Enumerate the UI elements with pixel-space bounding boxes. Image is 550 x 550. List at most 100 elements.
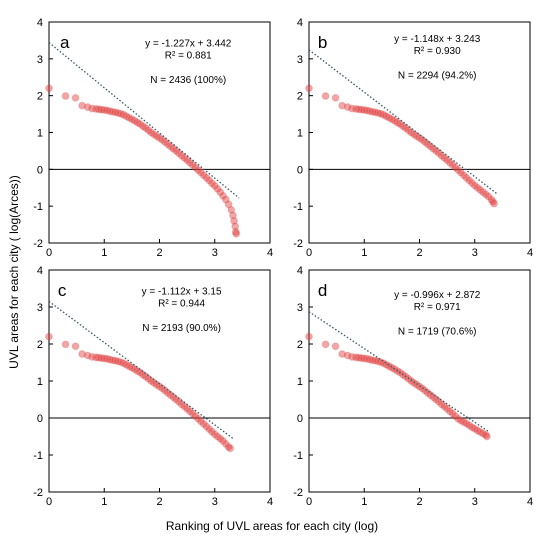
data-point bbox=[92, 105, 100, 113]
panel-letter: d bbox=[318, 281, 327, 300]
x-axis-title: Ranking of UVL areas for each city (log) bbox=[166, 519, 378, 533]
data-point bbox=[183, 156, 192, 165]
data-point bbox=[111, 356, 120, 365]
data-point bbox=[368, 107, 377, 116]
data-point bbox=[180, 402, 189, 411]
y-tick-label: 2 bbox=[37, 339, 43, 351]
y-tick-label: 0 bbox=[297, 413, 303, 425]
data-point bbox=[371, 356, 380, 365]
y-tick-label: -1 bbox=[33, 450, 43, 462]
data-point bbox=[390, 116, 399, 125]
data-point bbox=[432, 147, 440, 155]
data-point bbox=[390, 365, 399, 374]
y-tick-label: 2 bbox=[37, 91, 43, 103]
data-point bbox=[445, 158, 454, 167]
data-point bbox=[219, 437, 227, 445]
data-point bbox=[92, 353, 100, 362]
data-point bbox=[331, 93, 340, 102]
data-point bbox=[213, 184, 222, 193]
r-squared: R² = 0.944 bbox=[158, 299, 205, 310]
panel-letter: b bbox=[318, 33, 327, 52]
data-point bbox=[116, 109, 125, 118]
x-tick-label: 1 bbox=[361, 496, 367, 508]
data-point bbox=[122, 112, 131, 121]
data-point bbox=[457, 416, 465, 425]
data-point bbox=[451, 412, 460, 421]
data-point bbox=[459, 418, 468, 426]
data-point bbox=[45, 84, 53, 93]
data-point bbox=[188, 161, 197, 169]
data-point bbox=[197, 168, 205, 177]
x-tick-label: 3 bbox=[212, 247, 218, 259]
data-point bbox=[97, 105, 106, 114]
x-tick-label: 4 bbox=[267, 496, 273, 508]
data-point bbox=[410, 378, 418, 387]
regression-equation: y = -1.227x + 3.442 bbox=[145, 38, 232, 49]
data-point bbox=[161, 138, 169, 146]
data-point bbox=[83, 103, 92, 111]
data-point bbox=[188, 409, 197, 418]
data-point bbox=[125, 362, 134, 371]
data-point bbox=[454, 414, 463, 423]
data-point bbox=[443, 404, 452, 413]
data-point bbox=[407, 128, 416, 137]
data-point bbox=[374, 109, 382, 117]
data-point bbox=[114, 357, 122, 366]
data-point bbox=[382, 360, 391, 369]
sample-size: N = 2436 (100%) bbox=[150, 75, 226, 86]
trend-line bbox=[308, 49, 498, 195]
data-point bbox=[448, 409, 457, 418]
sample-size: N = 2193 (90.0%) bbox=[142, 323, 221, 334]
data-point bbox=[489, 197, 497, 206]
data-point bbox=[434, 149, 443, 158]
data-point bbox=[343, 351, 352, 360]
data-point bbox=[470, 181, 479, 190]
data-point bbox=[216, 434, 225, 443]
data-point bbox=[197, 417, 205, 426]
data-point bbox=[100, 106, 109, 114]
data-point bbox=[423, 388, 432, 397]
sample-size: N = 2294 (94.2%) bbox=[398, 70, 477, 81]
data-point bbox=[440, 154, 449, 162]
y-tick-label: 4 bbox=[297, 17, 303, 29]
data-point bbox=[368, 356, 377, 365]
data-point bbox=[415, 382, 424, 391]
x-tick-label: 3 bbox=[212, 496, 218, 508]
data-point bbox=[451, 163, 460, 172]
data-point bbox=[191, 163, 200, 172]
y-tick-label: 1 bbox=[297, 376, 303, 388]
data-point bbox=[202, 422, 211, 431]
data-point bbox=[473, 183, 482, 192]
y-tick-label: 1 bbox=[297, 128, 303, 140]
y-axis-title: UVL areas for each city ( log(Arces)) bbox=[7, 175, 21, 369]
trend-line bbox=[48, 42, 240, 199]
data-point bbox=[155, 134, 164, 142]
regression-equation: y = -0.996x + 2.872 bbox=[394, 290, 481, 301]
x-tick-label: 2 bbox=[156, 247, 162, 259]
data-point bbox=[396, 120, 405, 128]
data-point bbox=[348, 353, 356, 361]
data-point bbox=[122, 360, 131, 369]
data-point bbox=[437, 151, 446, 160]
data-point bbox=[71, 93, 80, 102]
data-point bbox=[216, 188, 225, 197]
data-point bbox=[229, 211, 237, 220]
data-point bbox=[45, 332, 53, 341]
data-point bbox=[144, 126, 153, 135]
data-point bbox=[232, 229, 241, 238]
data-point bbox=[208, 179, 216, 188]
data-point bbox=[399, 122, 407, 131]
data-point bbox=[365, 355, 374, 364]
data-point bbox=[227, 205, 236, 214]
y-tick-label: 3 bbox=[297, 302, 303, 314]
x-tick-label: 2 bbox=[156, 496, 162, 508]
data-point bbox=[210, 182, 219, 190]
x-tick-label: 4 bbox=[267, 247, 273, 259]
data-point bbox=[103, 354, 111, 363]
data-point bbox=[119, 359, 128, 368]
x-tick-label: 0 bbox=[46, 247, 52, 259]
data-point bbox=[338, 350, 347, 358]
data-point bbox=[224, 200, 233, 209]
